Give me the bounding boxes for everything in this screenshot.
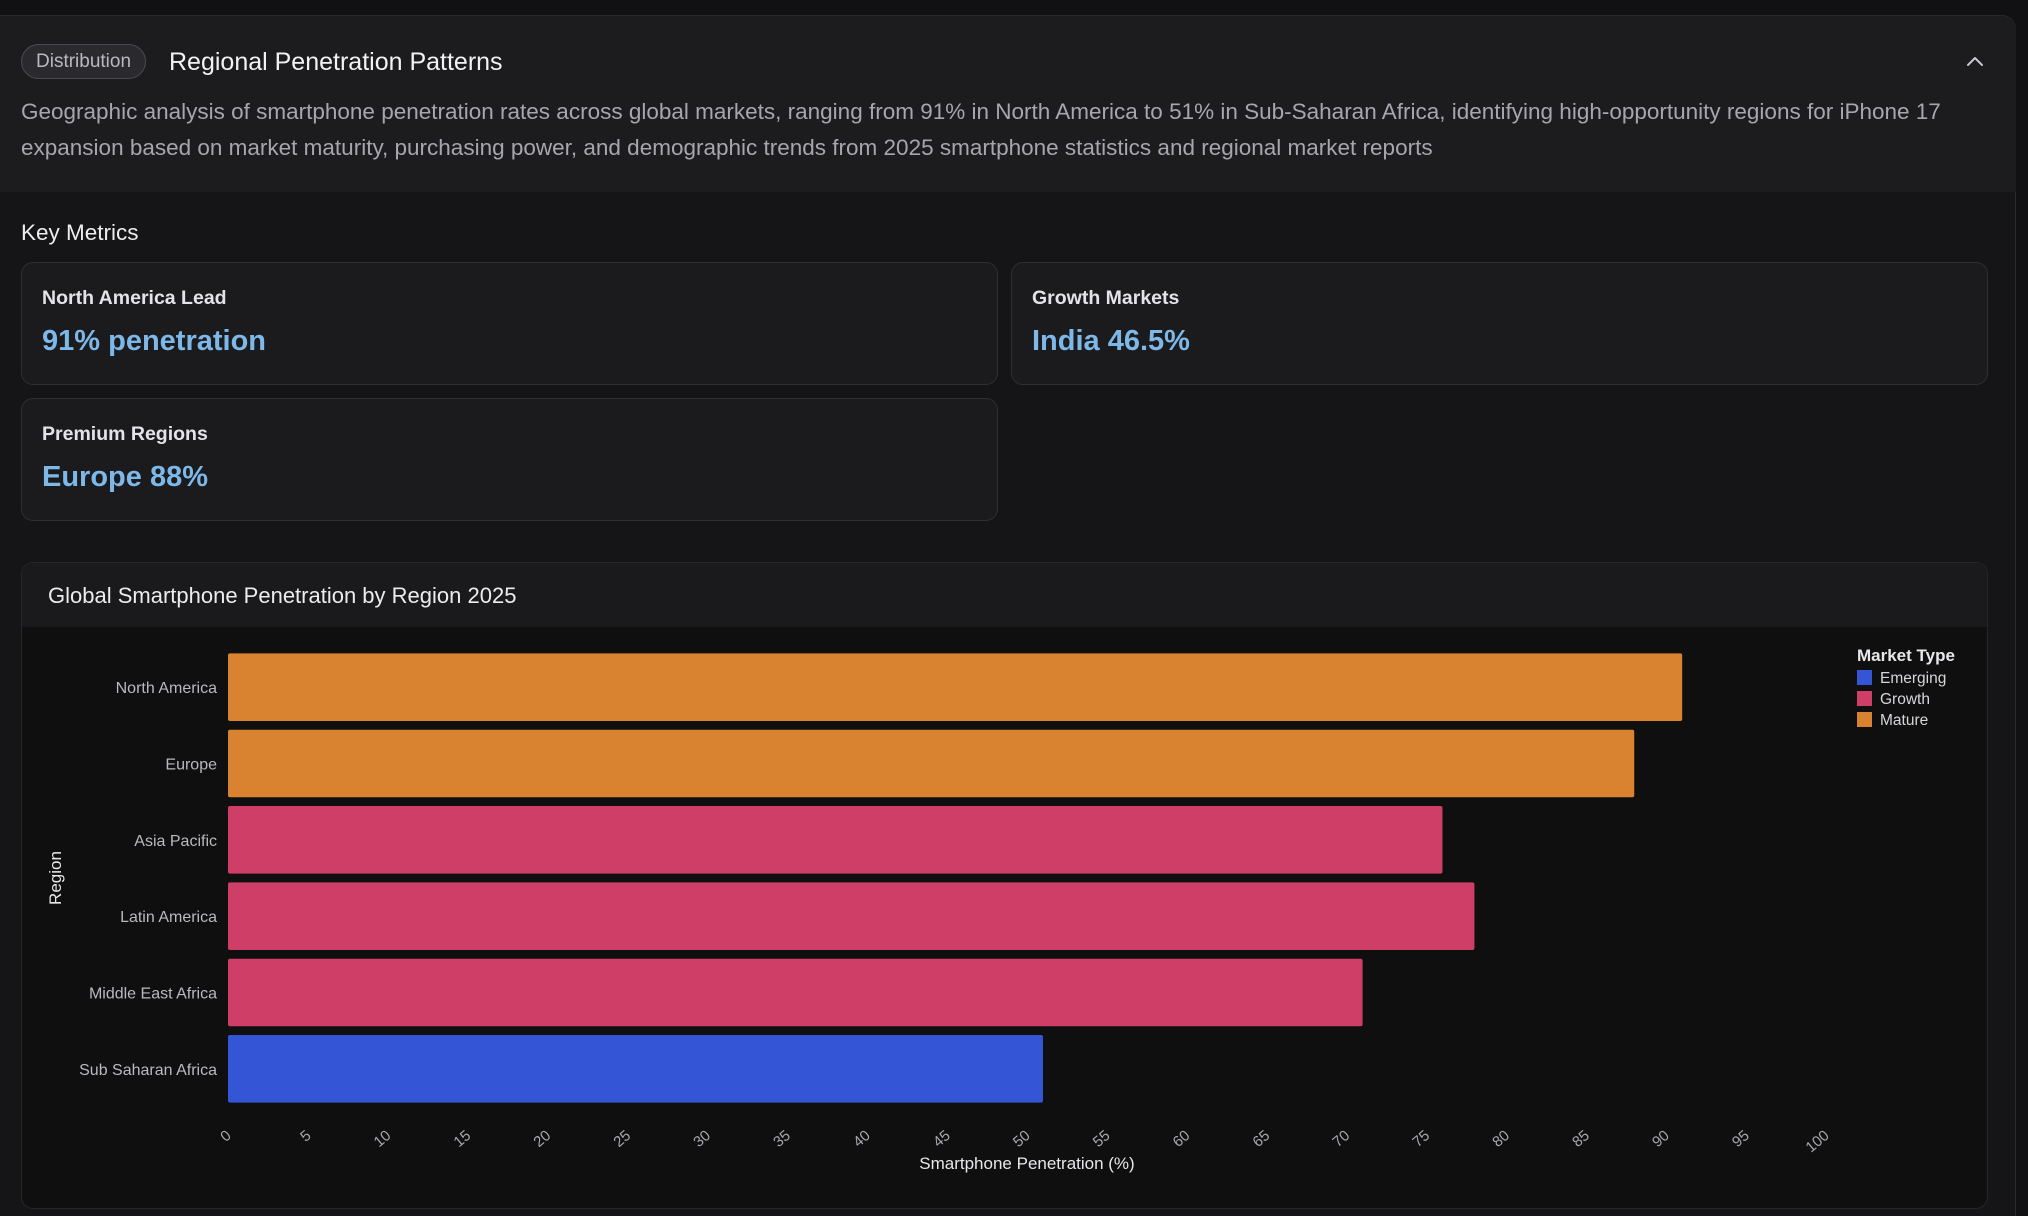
x-tick-label: 35 — [770, 1127, 794, 1151]
x-tick-label: 55 — [1090, 1127, 1114, 1151]
y-tick-label: Latin America — [120, 909, 217, 926]
legend-swatch-growth — [1857, 691, 1872, 706]
chart-header: Global Smartphone Penetration by Region … — [22, 563, 1987, 627]
metric-value: Europe 88% — [42, 461, 208, 493]
section-panel: Distribution Regional Penetration Patter… — [0, 15, 2016, 1216]
y-axis-label: Region — [46, 851, 65, 905]
x-tick-label: 65 — [1250, 1127, 1274, 1151]
bar-sub-saharan-africa — [228, 1035, 1043, 1103]
x-tick-label: 90 — [1649, 1127, 1673, 1151]
x-tick-label: 0 — [217, 1127, 234, 1145]
x-tick-label: 70 — [1329, 1127, 1353, 1151]
metric-card-premium-regions: Premium Regions Europe 88% — [21, 398, 998, 521]
bar-latin-america — [228, 882, 1475, 950]
legend-label: Growth — [1880, 691, 1930, 708]
x-tick-label: 75 — [1409, 1127, 1433, 1151]
legend-label: Mature — [1880, 712, 1928, 729]
x-tick-label: 5 — [297, 1127, 314, 1145]
legend-swatch-emerging — [1857, 670, 1872, 685]
metric-label: Premium Regions — [42, 423, 208, 445]
x-tick-label: 85 — [1569, 1127, 1593, 1151]
section-header: Distribution Regional Penetration Patter… — [0, 16, 2016, 192]
y-tick-label: Middle East Africa — [89, 986, 217, 1003]
category-badge: Distribution — [21, 44, 147, 79]
x-tick-label: 40 — [850, 1127, 874, 1151]
bar-asia-pacific — [228, 806, 1443, 874]
legend-title: Market Type — [1857, 646, 1955, 665]
x-tick-label: 20 — [530, 1127, 554, 1151]
bar-north-america — [228, 653, 1683, 721]
y-tick-label: North America — [116, 680, 217, 697]
chart-card: Global Smartphone Penetration by Region … — [21, 562, 1988, 1209]
chevron-up-icon — [1967, 57, 1983, 66]
legend-swatch-mature — [1857, 712, 1872, 727]
section-description: Geographic analysis of smartphone penetr… — [21, 99, 1941, 160]
bar-middle-east-africa — [228, 958, 1363, 1027]
x-tick-label: 30 — [690, 1127, 714, 1151]
x-tick-label: 10 — [371, 1127, 395, 1151]
collapse-button[interactable] — [1962, 48, 1988, 74]
legend-label: Emerging — [1880, 670, 1946, 687]
x-tick-label: 25 — [610, 1127, 634, 1151]
chart-title: Global Smartphone Penetration by Region … — [48, 583, 517, 608]
x-tick-label: 95 — [1729, 1127, 1753, 1151]
metric-value: India 46.5% — [1032, 325, 1190, 357]
bar-europe — [228, 729, 1635, 798]
x-tick-label: 100 — [1802, 1127, 1832, 1156]
metric-card-north-america: North America Lead 91% penetration — [21, 262, 998, 385]
x-tick-label: 80 — [1489, 1127, 1513, 1151]
section-title: Regional Penetration Patterns — [169, 48, 503, 76]
key-metrics-title: Key Metrics — [21, 220, 139, 245]
y-tick-label: Asia Pacific — [134, 833, 217, 850]
x-tick-label: 15 — [451, 1127, 475, 1151]
x-axis-label: Smartphone Penetration (%) — [919, 1154, 1134, 1173]
x-tick-label: 45 — [930, 1127, 954, 1151]
x-tick-label: 50 — [1010, 1127, 1034, 1151]
x-tick-label: 60 — [1170, 1127, 1194, 1151]
y-tick-label: Europe — [165, 757, 217, 774]
metric-label: North America Lead — [42, 287, 227, 309]
metric-label: Growth Markets — [1032, 287, 1180, 309]
metric-value: 91% penetration — [42, 325, 266, 357]
penetration-bar-chart: North America Europe Asia Pacific Latin Ame… — [46, 646, 1955, 1173]
metric-card-growth-markets: Growth Markets India 46.5% — [1011, 262, 1988, 385]
y-tick-label: Sub Saharan Africa — [79, 1062, 217, 1079]
